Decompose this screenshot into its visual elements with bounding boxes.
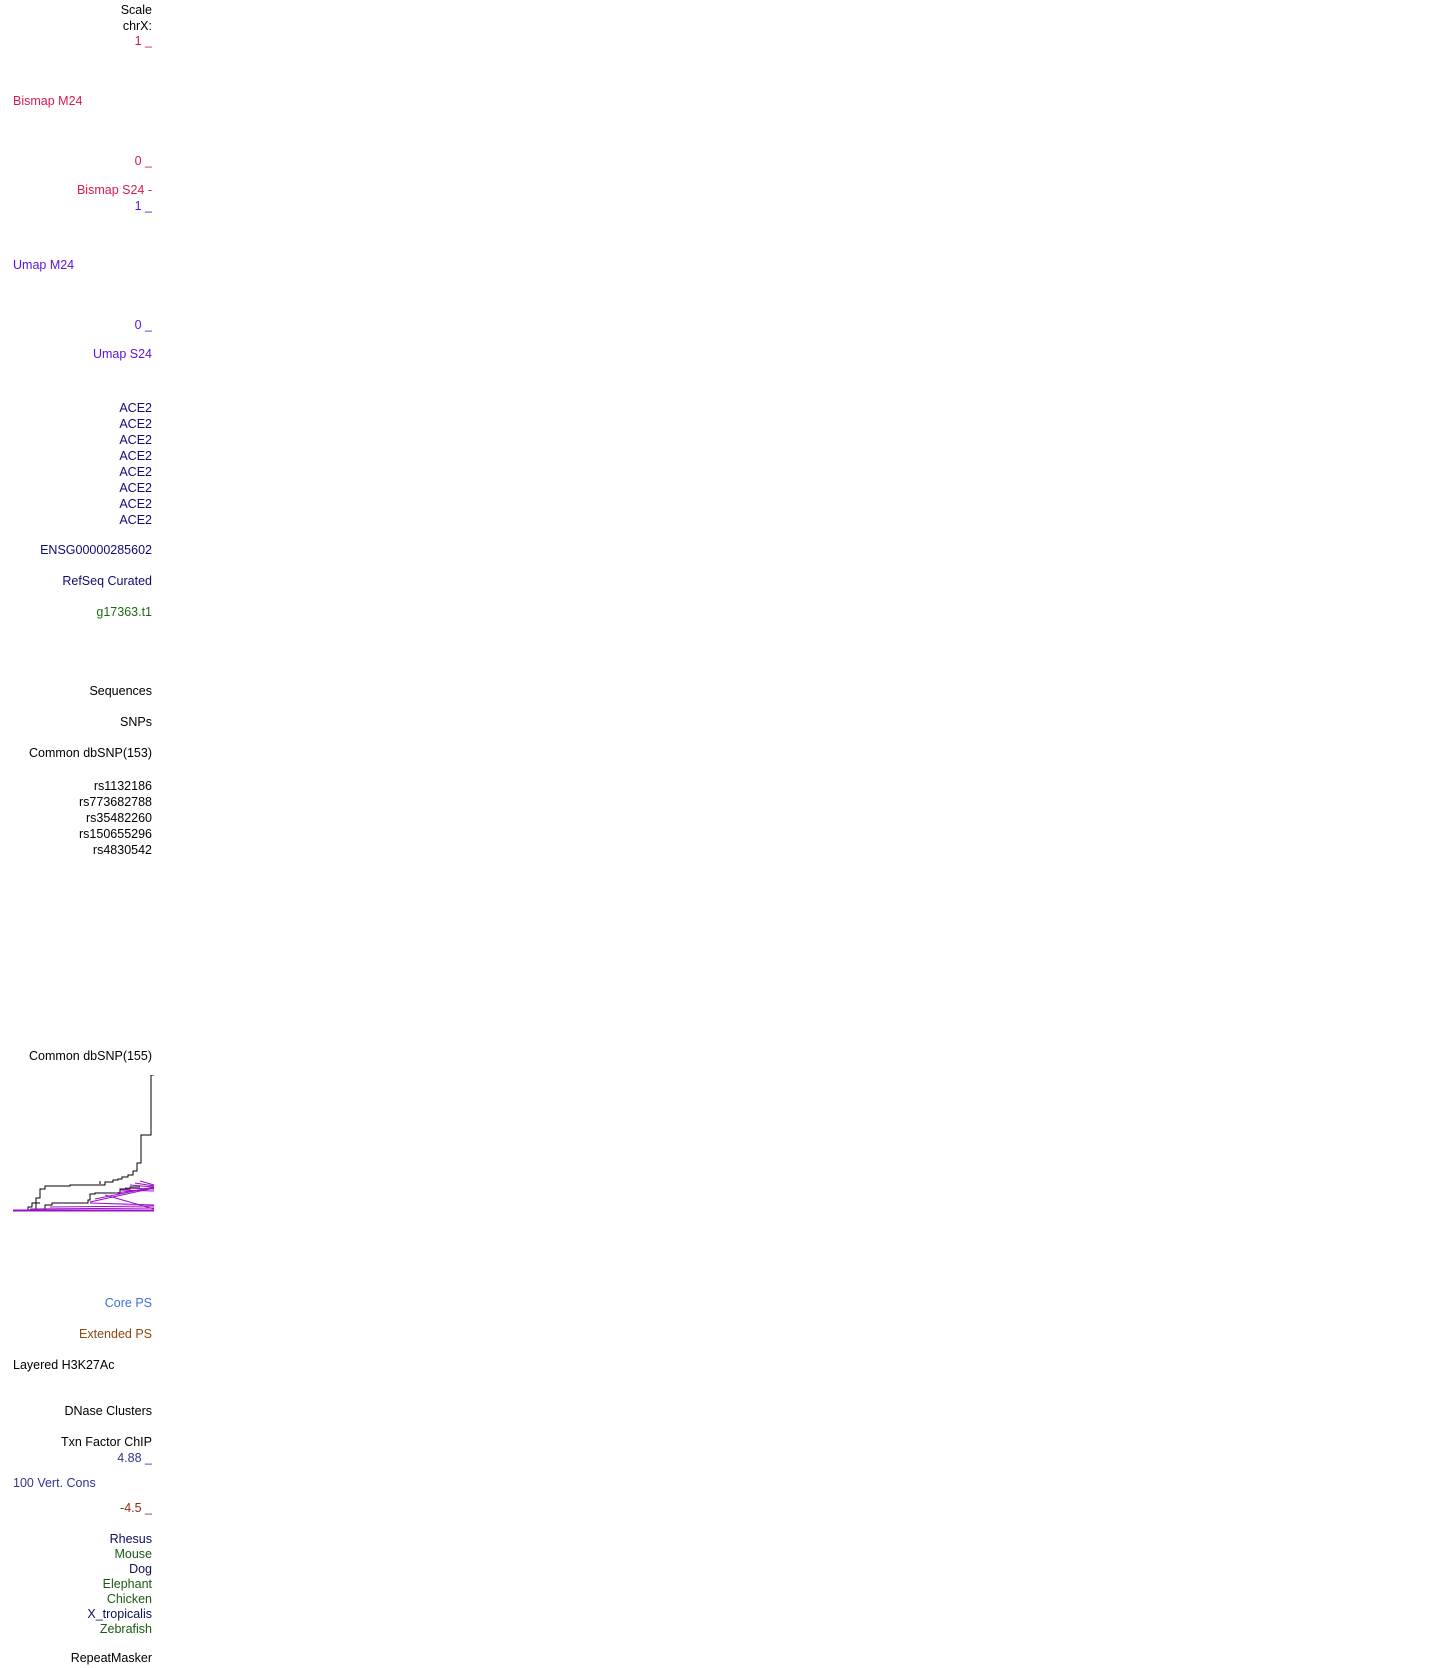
snp-id-item[interactable]: rs773682788 — [79, 795, 152, 809]
core-ps-track-label[interactable]: Core PS — [104, 1296, 152, 1310]
txn-factor-chip-track-label[interactable]: Txn Factor ChIP — [61, 1435, 152, 1449]
species-item[interactable]: X_tropicalis — [87, 1607, 152, 1621]
sequences-track-label[interactable]: Sequences — [89, 684, 152, 698]
snp-id-item[interactable]: rs35482260 — [85, 811, 152, 825]
scale-label[interactable]: Scale — [120, 3, 152, 17]
vert-cons-track-label[interactable]: 100 Vert. Cons — [13, 1476, 96, 1490]
snp-id-list: rs1132186 rs773682788 rs35482260 rs15065529… — [79, 778, 152, 858]
track-label-panel: Scale chrX: 1 _ Bismap M24 0 _ Bismap S2… — [0, 0, 160, 1668]
ld-staircase — [13, 1075, 154, 1211]
umap-m24-max-value: 1 _ — [134, 199, 152, 213]
species-list: Rhesus Mouse Dog Elephant Chicken X_tropicali… — [87, 1532, 152, 1637]
ld-magenta-lines — [13, 1180, 155, 1212]
dnase-clusters-track-label[interactable]: DNase Clusters — [64, 1404, 152, 1418]
species-item[interactable]: Elephant — [102, 1577, 152, 1591]
ace2-gene-item[interactable]: ACE2 — [119, 433, 152, 447]
extended-ps-track-label[interactable]: Extended PS — [79, 1327, 152, 1341]
refseq-curated-track-label[interactable]: RefSeq Curated — [62, 574, 152, 588]
ld-triangle-plot — [13, 1075, 155, 1212]
species-item[interactable]: Rhesus — [109, 1532, 152, 1546]
chromosome-label[interactable]: chrX: — [122, 19, 152, 33]
species-item[interactable]: Zebrafish — [99, 1622, 152, 1636]
snp-id-item[interactable]: rs1132186 — [93, 779, 152, 793]
bismap-s24-track-label[interactable]: Bismap S24 - — [76, 183, 152, 197]
ace2-gene-item[interactable]: ACE2 — [119, 465, 152, 479]
snps-track-label[interactable]: SNPs — [120, 715, 152, 729]
repeatmasker-track-label[interactable]: RepeatMasker — [70, 1651, 152, 1665]
layered-h3k27ac-track-label[interactable]: Layered H3K27Ac — [13, 1358, 115, 1372]
cons-max-value: 4.88 _ — [117, 1451, 152, 1465]
species-item[interactable]: Chicken — [106, 1592, 152, 1606]
augustus-gene-label[interactable]: g17363.t1 — [96, 605, 152, 619]
ace2-gene-item[interactable]: ACE2 — [119, 497, 152, 511]
umap-m24-min-value: 0 _ — [134, 318, 152, 332]
dbsnp153-track-label[interactable]: Common dbSNP(153) — [29, 746, 152, 760]
bismap-m24-max-value: 1 _ — [134, 34, 152, 48]
umap-m24-track-label[interactable]: Umap M24 — [13, 258, 75, 272]
ace2-gene-item[interactable]: ACE2 — [119, 481, 152, 495]
umap-s24-track-label[interactable]: Umap S24 — [92, 347, 152, 361]
ace2-gene-item[interactable]: ACE2 — [119, 513, 152, 527]
gene-list-ace2: ACE2 ACE2 ACE2 ACE2 ACE2 ACE2 ACE2 ACE2 — [119, 400, 152, 528]
species-item[interactable]: Dog — [129, 1562, 152, 1576]
ace2-gene-item[interactable]: ACE2 — [119, 449, 152, 463]
bismap-m24-track-label[interactable]: Bismap M24 — [13, 94, 83, 108]
dbsnp155-track-label[interactable]: Common dbSNP(155) — [29, 1049, 152, 1063]
snp-id-item[interactable]: rs4830542 — [92, 843, 152, 857]
snp-id-item[interactable]: rs150655296 — [79, 827, 152, 841]
ace2-gene-item[interactable]: ACE2 — [119, 401, 152, 415]
ace2-gene-item[interactable]: ACE2 — [119, 417, 152, 431]
bismap-m24-min-value: 0 _ — [134, 154, 152, 168]
ensembl-gene-label[interactable]: ENSG00000285602 — [40, 543, 152, 557]
cons-min-value: -4.5 _ — [120, 1501, 152, 1515]
species-item[interactable]: Mouse — [114, 1547, 152, 1561]
